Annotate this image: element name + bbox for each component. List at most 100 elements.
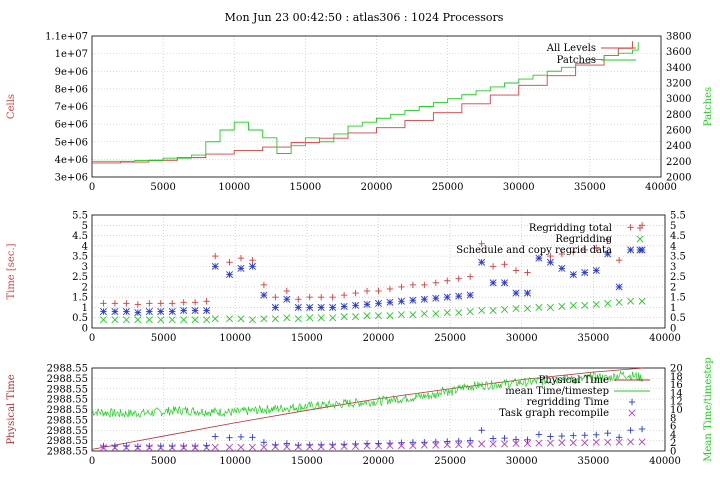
p1-y-right-tick-label: 2000 [666,173,691,184]
p2-y-right-tick-label: 2.5 [670,272,686,283]
p2-y-right-tick-label: 1.5 [670,293,686,304]
p2-y-right-tick-label: 3.5 [670,252,686,263]
point-schedule-copy [627,246,635,254]
legend-label-all-levels: All Levels [546,43,596,54]
series-line-mean-time-per-timestep [91,370,644,418]
point-regridding [145,316,153,324]
legend-label-task-graph-recompile: Task graph recompile [499,408,609,419]
point-task-graph-recompile [134,444,142,452]
physical-time-panel: 0 5000 10000 15000 20000 25000 30000 35000 40000… [6,357,714,467]
p2-x-tick-label: 10000 [219,333,251,344]
point-task-graph-recompile [523,440,531,448]
point-task-graph-recompile [283,443,291,451]
point-schedule-copy [592,266,600,274]
p3-y-axis-label: Physical Time [6,374,17,444]
p1-y-tick-label: 4e+06 [55,155,88,166]
p1-plot-frame [91,35,662,178]
p3-y-right-tick-label: 2 [670,438,676,449]
point-regridding [203,316,211,324]
point-schedule-copy [489,279,497,287]
point-regridding [134,316,142,324]
point-task-graph-recompile [226,443,234,451]
point-regridding [168,316,176,324]
point-schedule-copy [168,308,176,316]
point-schedule-copy [604,250,612,258]
point-schedule-copy [501,279,509,287]
point-schedule-copy [386,298,394,306]
point-regridding [569,301,577,309]
point-regridding [638,297,646,305]
legend-marker-schedule-copy [636,246,644,254]
point-task-graph-recompile [478,440,486,448]
point-regridding [478,307,486,315]
point-task-graph-recompile [638,438,646,446]
legend-label-schedule-copy: Schedule and copy regrid data [456,245,612,256]
cells-patches-panel: 0 5000 10000 15000 20000 25000 30000 35000 40000… [6,32,714,194]
p3-x-tick-label: 30000 [506,456,538,467]
p2-y-tick-label: 2.5 [72,272,88,283]
point-task-graph-recompile [535,439,543,447]
p3-y-tick-label: 2988.55 [47,426,88,437]
point-schedule-copy [180,307,188,315]
point-schedule-copy [340,302,348,310]
point-task-graph-recompile [627,438,635,446]
p2-y-axis-label: Time [sec.] [6,243,17,299]
point-task-graph-recompile [340,442,348,450]
point-regridding [237,315,245,323]
point-regridding [466,308,474,316]
point-task-graph-recompile [501,440,509,448]
point-regridding [409,311,417,319]
p2-y-right-tick-label: 3 [670,262,676,273]
p2-y-right-tick-label: 5 [670,221,676,232]
p2-y-tick-label: 3 [82,262,88,273]
point-task-graph-recompile [352,442,360,450]
point-task-graph-recompile [386,442,394,450]
point-regridding [99,316,107,324]
point-regridding [294,315,302,323]
point-schedule-copy [157,308,165,316]
point-schedule-copy [581,269,589,277]
p1-x-tick-label: 40000 [645,182,677,193]
p1-y-right-tick-label: 2400 [666,141,691,152]
p3-x-tick-label: 25000 [434,456,466,467]
p2-y-tick-label: 1.5 [72,293,88,304]
point-schedule-copy [535,254,543,262]
point-regridding [443,309,451,317]
point-schedule-copy [615,283,623,291]
point-task-graph-recompile [432,441,440,449]
p3-y-right-tick-label: 4 [670,430,676,441]
p3-x-tick-label: 0 [89,456,95,467]
point-schedule-copy [111,308,119,316]
p2-y-tick-label: 4.5 [72,231,88,242]
point-task-graph-recompile [111,444,119,452]
p1-y-tick-label: 3e+06 [55,173,88,184]
point-regridding [627,297,635,305]
point-regridding [489,307,497,315]
regridding-time-panel: 0 5000 10000 15000 20000 25000 30000 35000 40000… [6,211,686,345]
p2-y-tick-label: 0.5 [72,313,88,324]
point-task-graph-recompile [260,443,268,451]
point-schedule-copy [145,308,153,316]
point-regridding [226,315,234,323]
point-regridding [283,314,291,322]
point-regridding [363,312,371,320]
p1-x-tick-label: 25000 [432,182,464,193]
p1-y-right-tick-label: 3600 [666,47,691,58]
p3-y-tick-label: 2988.55 [47,374,88,385]
p1-x-tick-label: 0 [89,182,95,193]
point-regridding [122,316,130,324]
p1-x-tick-label: 15000 [289,182,321,193]
p2-y-right-tick-label: 1 [670,303,676,314]
point-task-graph-recompile [374,442,383,450]
p3-y-right-tick-label: 6 [670,422,676,433]
point-regridding [397,311,405,319]
p3-y-right-tick-label: 12 [670,397,683,408]
p1-y-tick-label: 6e+06 [55,120,88,131]
point-regridding [157,316,165,324]
chart-title: Mon Jun 23 00:42:50 : atlas306 : 1024 Pr… [225,11,504,24]
point-regridding [248,316,256,324]
p2-x-tick-label: 35000 [577,333,609,344]
p2-y-tick-label: 5 [82,221,88,232]
point-task-graph-recompile [294,443,302,451]
